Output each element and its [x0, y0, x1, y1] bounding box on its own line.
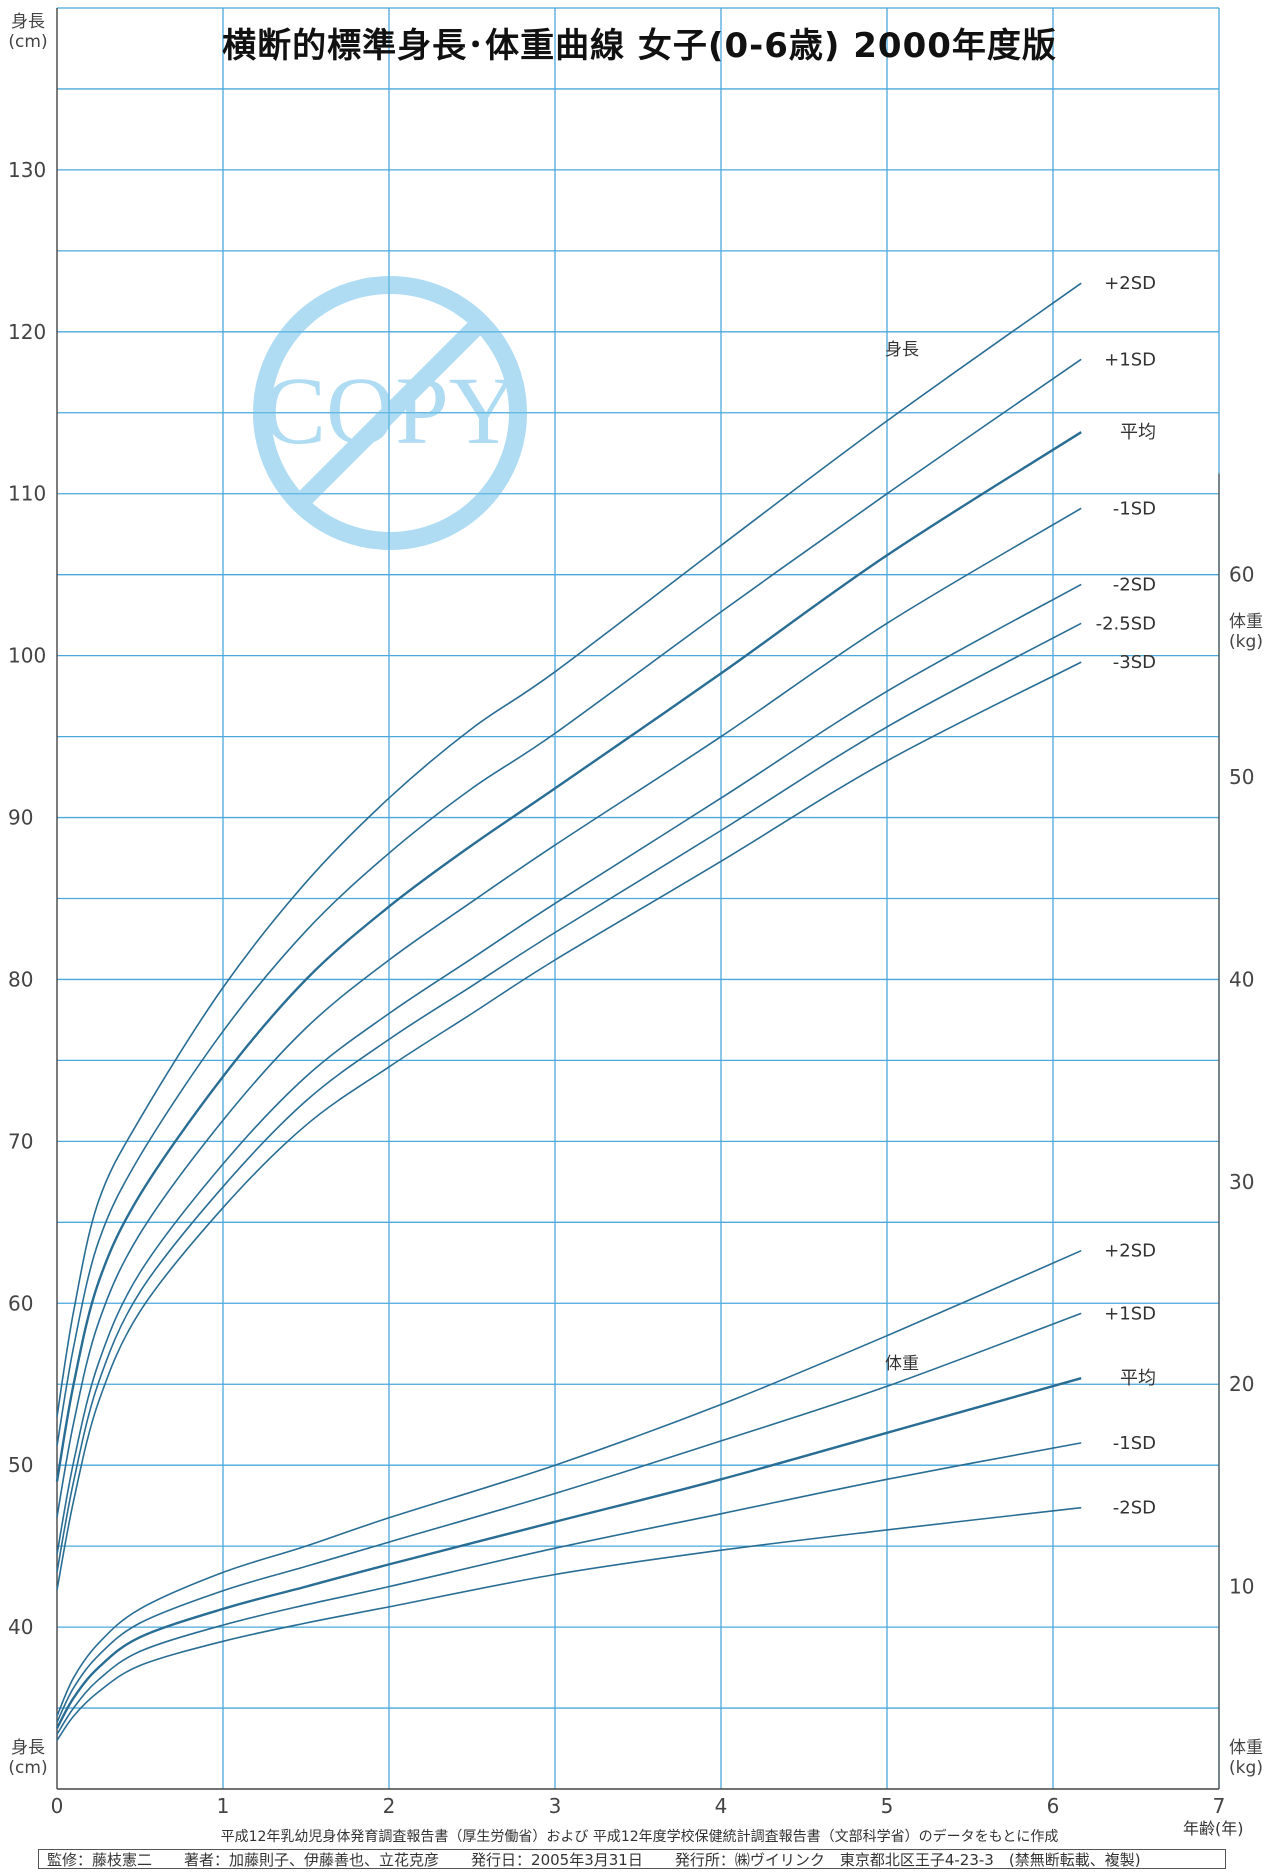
right-axis-unit-label: (kg)	[1229, 632, 1263, 652]
series-label: -2.5SD	[1096, 613, 1156, 634]
chart-curves	[55, 282, 1082, 1741]
right-axis-name: 体重	[1229, 612, 1263, 632]
series-line	[56, 1312, 1082, 1723]
left-axis-unit-label: (cm)	[8, 32, 48, 52]
series-label: -2SD	[1113, 574, 1156, 595]
series-label: +2SD	[1104, 1241, 1156, 1262]
series-label: -2SD	[1113, 1498, 1156, 1519]
y-left-tick-label: 90	[8, 806, 33, 830]
series-line	[56, 1442, 1082, 1735]
series-line	[56, 661, 1082, 1591]
source-note: 平成12年乳幼児身体発育調査報告書（厚生労働省）および 平成12年度学校保健統計…	[220, 1829, 1059, 1845]
right-axis-unit-label-bottom: (kg)	[1229, 1758, 1263, 1778]
left-axis-name-bottom: 身長	[11, 1738, 45, 1758]
axis-ticks: 40 50 60 70 80 90 100 110 120 130 10 20 30 40 50 60 0 1 2 3…	[8, 158, 1254, 1818]
right-axis-unit-bottom: 体重 (kg)	[1222, 1738, 1270, 1778]
y-right-tick-label: 10	[1229, 1575, 1254, 1599]
y-left-tick-label: 70	[8, 1129, 33, 1153]
y-left-tick-label: 40	[8, 1615, 33, 1639]
series-label: +2SD	[1104, 273, 1156, 294]
series-label: -1SD	[1113, 1433, 1156, 1454]
copy-watermark: COPY	[253, 276, 527, 550]
series-label: +1SD	[1104, 349, 1156, 370]
x-tick-label: 6	[1047, 1794, 1060, 1818]
y-right-tick-label: 50	[1229, 765, 1254, 789]
series-label: -1SD	[1113, 498, 1156, 519]
footer-supervisor: 監修：藤枝憲二	[47, 1850, 153, 1869]
x-axis-label: 年齢(年)	[1183, 1819, 1244, 1838]
x-tick-label: 4	[715, 1794, 728, 1818]
x-tick-label: 7	[1213, 1794, 1226, 1818]
series-line	[56, 358, 1082, 1446]
y-left-tick-label: 80	[8, 967, 33, 991]
x-tick-label: 2	[383, 1794, 396, 1818]
series-line	[56, 282, 1082, 1417]
series-label: 平均	[1120, 422, 1156, 443]
series-label: +1SD	[1104, 1303, 1156, 1324]
x-tick-label: 5	[881, 1794, 894, 1818]
series-line	[56, 1249, 1082, 1717]
right-axis-name-bottom: 体重	[1229, 1738, 1263, 1758]
series-line	[56, 1506, 1082, 1741]
right-axis-unit: 体重 (kg)	[1222, 612, 1270, 652]
left-axis-unit-label-bottom: (cm)	[8, 1758, 48, 1778]
series-line	[56, 583, 1082, 1555]
series-labels: 身長 +2SD +1SD 平均 -1SD -2SD -2.5SD -3SD 体重 +2SD +1SD…	[885, 273, 1156, 1518]
y-left-tick-label: 120	[8, 320, 46, 344]
series-line	[56, 507, 1082, 1518]
footer-date: 発行日：2005年3月31日	[471, 1850, 643, 1869]
group-label: 体重	[885, 1354, 919, 1374]
y-left-tick-label: 110	[8, 482, 46, 506]
series-line	[56, 622, 1082, 1573]
series-line	[55, 431, 1082, 1482]
y-right-tick-label: 30	[1229, 1170, 1254, 1194]
y-left-tick-label: 100	[8, 644, 46, 668]
y-left-tick-label: 130	[8, 158, 46, 182]
x-tick-label: 3	[549, 1794, 562, 1818]
footer-publisher: 発行所：㈱ヴイリンク 東京都北区王子4-23-3 (禁無断転載、複製)	[674, 1850, 1141, 1869]
y-right-tick-label: 60	[1229, 563, 1254, 587]
left-axis-unit-bottom: 身長 (cm)	[6, 1738, 50, 1778]
chart-grid	[56, 7, 1220, 1790]
series-label: 平均	[1120, 1368, 1156, 1389]
series-line	[55, 1377, 1082, 1729]
y-left-tick-label: 50	[8, 1453, 33, 1477]
series-label: -3SD	[1113, 652, 1156, 673]
group-label: 身長	[885, 340, 919, 360]
x-tick-label: 0	[51, 1794, 64, 1818]
footer-credits: 監修：藤枝憲二 著者：加藤則子、伊藤善也、立花克彦 発行日：2005年3月31日…	[38, 1849, 1226, 1869]
y-right-tick-label: 40	[1229, 967, 1254, 991]
left-axis-name: 身長	[11, 12, 45, 32]
y-left-tick-label: 60	[8, 1291, 33, 1315]
footer-authors: 著者：加藤則子、伊藤善也、立花克彦	[184, 1850, 440, 1869]
x-tick-label: 1	[217, 1794, 230, 1818]
y-right-tick-label: 20	[1229, 1372, 1254, 1396]
chart-title: 横断的標準身長･体重曲線 女子(0-6歳) 2000年度版	[222, 26, 1057, 66]
left-axis-unit: 身長 (cm)	[6, 12, 50, 52]
